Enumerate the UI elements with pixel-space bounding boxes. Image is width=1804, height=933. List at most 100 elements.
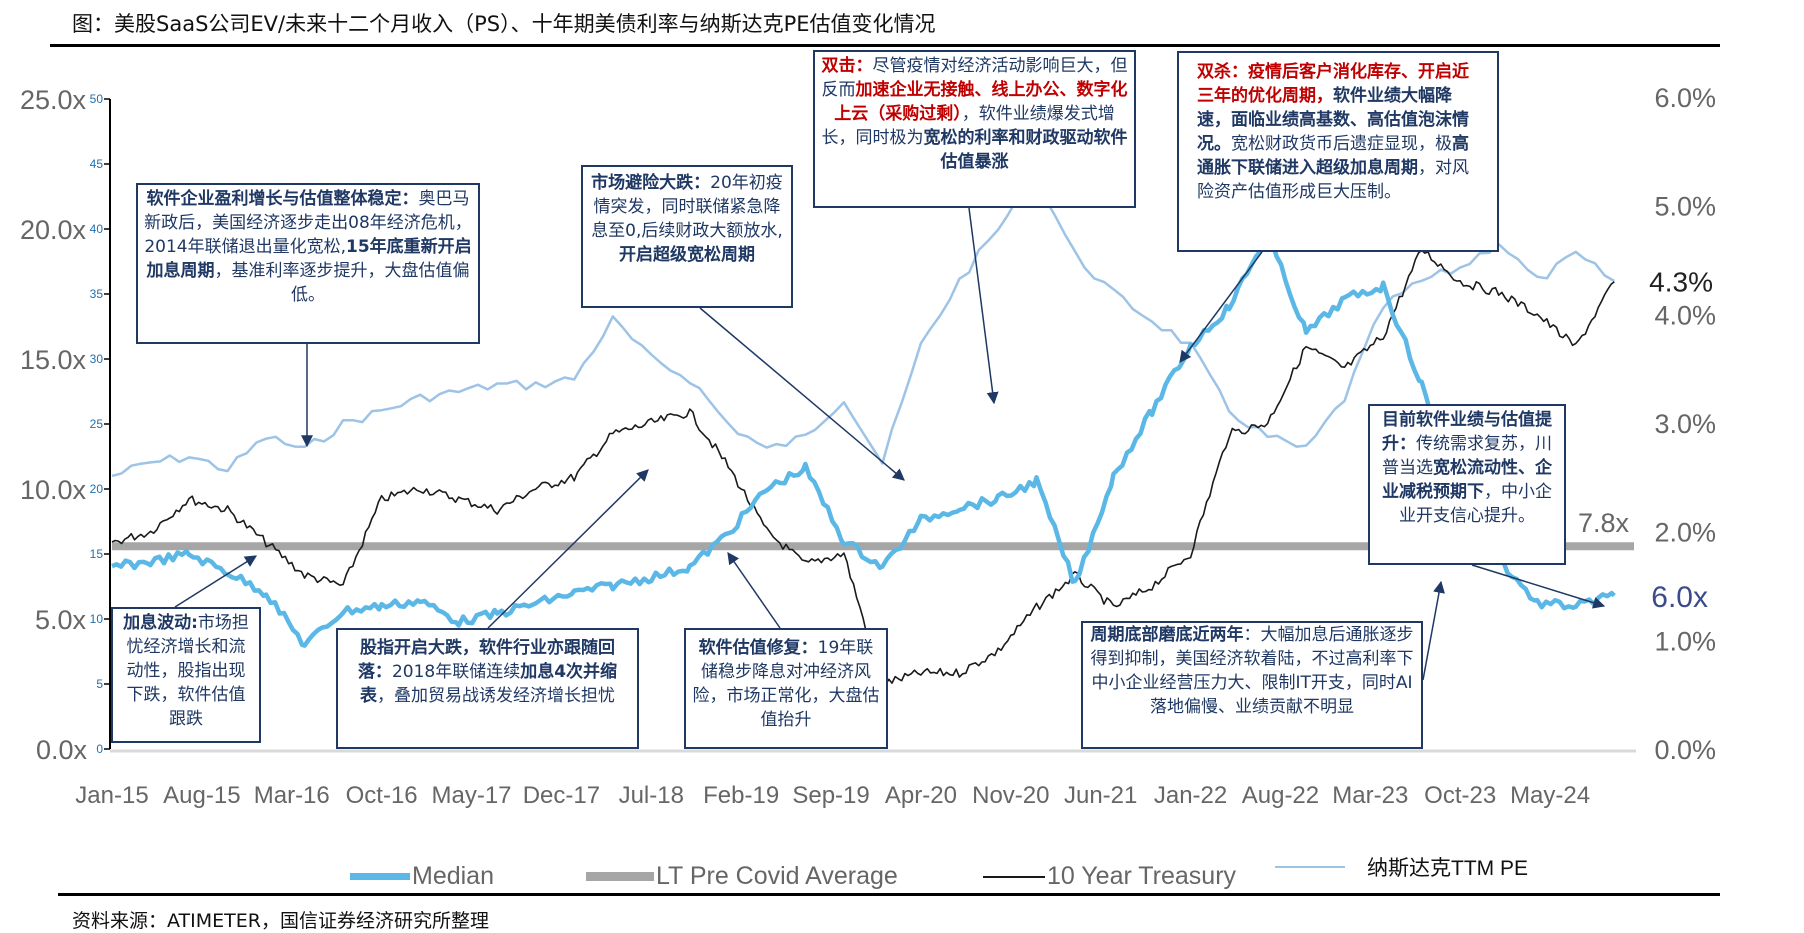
annotation-text-segment: 奥巴马新政后，美国经济逐步走出08年经济危机，2014年联储退出量化宽松,	[144, 189, 472, 257]
annotation-arrow-double-hit	[968, 207, 999, 405]
x-axis-tick-label: Jan-15	[75, 782, 148, 809]
annotation-index-fall: 股指开启大跌，软件行业亦跟随回落：2018年联储连续加息4次并缩表，叠加贸易战诱…	[336, 628, 639, 749]
annotation-text-segment: 目前软件业绩与估值提升：	[1382, 410, 1552, 454]
left-axis-tick-label: 15.0x	[20, 345, 87, 375]
x-axis-tick-label: Oct-23	[1424, 782, 1496, 809]
axes-layer	[104, 98, 1636, 753]
legend-median: Median	[350, 862, 494, 891]
middle-axis-tick-label: 40	[90, 222, 104, 236]
annotation-text-segment: 宽松财政货币后遗症显现，极	[1231, 134, 1452, 154]
legend-swatch-lt-avg	[586, 872, 654, 881]
middle-axis-tick-label: 20	[90, 482, 104, 496]
x-axis-tick-label: Oct-16	[346, 782, 418, 809]
x-axis-tick-label: Mar-16	[254, 782, 330, 809]
annotation-valuation-repair: 软件估值修复：19年联储稳步降息对冲经济风险，市场正常化，大盘估值抬升	[684, 628, 888, 749]
middle-axis-tick-label: 45	[90, 157, 104, 171]
annotation-text-segment: 20年初疫情突发，同时联储紧急降息至0,后续财政大额放水,	[591, 173, 783, 241]
annotation-text-segment: 加息波动:	[123, 613, 198, 633]
x-axis-tick-label: Aug-22	[1242, 782, 1319, 809]
legend-label-median: Median	[412, 862, 494, 890]
annotation-arrow-current	[1471, 564, 1606, 609]
middle-axis-tick-label: 10	[90, 612, 104, 626]
annotation-text-segment: ，叠加贸易战诱发经济增长担忧	[377, 686, 615, 706]
x-axis-tick-label: Nov-20	[972, 782, 1049, 809]
x-axis-tick-label: May-17	[432, 782, 512, 809]
legend-swatch-median	[350, 873, 410, 880]
annotation-text-segment: 加息4次并缩表	[360, 662, 618, 706]
source-note: 资料来源：ATIMETER，国信证券经济研究所整理	[72, 910, 489, 932]
annotation-text-segment: 15年底重新开启加息周期	[146, 237, 472, 281]
x-axis-tick-label: Jul-18	[619, 782, 684, 809]
annotation-text-segment: 高通胀下联储进入超级加息周期	[1197, 134, 1469, 178]
x-axis-tick-label: Aug-15	[163, 782, 240, 809]
figure-title: 图：美股SaaS公司EV/未来十二个月收入（PS）、十年期美债利率与纳斯达克PE…	[72, 12, 936, 36]
middle-axis-tick-label: 0	[96, 742, 103, 756]
annotation-text-segment: 软件企业盈利增长与估值整体稳定：	[146, 189, 419, 209]
left-axis-tick-label: 10.0x	[20, 475, 87, 505]
annotation-text-segment: 传统需求复苏，川普当选	[1382, 434, 1552, 478]
axis-labels: 0 5 10 15 20 25 30 35 40 45 50 0.0x 5.0x 10.0x 15.0x 20…	[20, 83, 1716, 809]
annotation-text-segment: 股指开启大跌，软件行业亦跟随回落：	[357, 638, 615, 682]
annotation-arrow-double-kill	[1179, 251, 1263, 363]
right-axis-tick-label: 5.0%	[1654, 192, 1716, 222]
middle-axis-tick-label: 15	[90, 547, 104, 561]
legend-lt-avg: LT Pre Covid Average	[586, 862, 898, 891]
right-axis-tick-label: 4.0%	[1654, 300, 1716, 330]
right-axis-tick-label: 0.0%	[1654, 735, 1716, 765]
annotation-double-kill: 双杀：疫情后客户消化库存、开启近三年的优化周期，软件业绩大幅降速，面临业绩高基数…	[1177, 51, 1499, 252]
annotation-text-segment: 周期底部磨底近两年	[1090, 625, 1244, 645]
middle-axis-tick-label: 35	[90, 287, 104, 301]
legend-label-nasdaq-pe: 纳斯达克TTM PE	[1367, 857, 1528, 880]
median-ev-ntm-revenue-line	[111, 230, 1616, 648]
treasury-end-label: 4.3%	[1649, 267, 1713, 298]
annotation-text-segment: 2018年联储连续	[391, 662, 521, 682]
annotation-text-segment: ：大幅加息后通胀逐步得到抑制，美国经济软着陆，不过高利率下中小企业经营压力大、限…	[1090, 625, 1414, 717]
annotation-arrow-valuation-repair	[727, 552, 781, 629]
legend-label-lt-avg: LT Pre Covid Average	[656, 862, 898, 890]
annotation-risk-off: 市场避险大跌：20年初疫情突发，同时联储紧急降息至0,后续财政大额放水, 开启超级…	[581, 165, 793, 308]
annotation-text-segment: 双杀：疫情后客户消化库存、开启近三年的优化周期，	[1197, 62, 1469, 106]
annotation-arrow-index-fall	[487, 469, 649, 629]
annotation-text-segment: ，基准利率逐步提升，大盘估值偏低。	[214, 261, 470, 305]
annotation-arrow-bottoming	[1422, 580, 1445, 681]
annotation-text-segment: ，中小企业开支信心提升。	[1399, 482, 1552, 526]
bottom-rule	[58, 893, 1720, 896]
annotation-text-segment: 宽松流动性、企业减税预期下	[1382, 458, 1552, 502]
annotation-text-segment: 19年联储稳步降息对冲经济风险，市场正常化，大盘估值抬升	[692, 638, 880, 730]
x-axis-tick-label: Feb-19	[703, 782, 779, 809]
middle-axis-tick-label: 50	[90, 92, 104, 106]
legend-swatch-treasury	[983, 875, 1045, 878]
x-axis-tick-label: Jan-22	[1154, 782, 1227, 809]
annotation-arrow-hike-volatility	[174, 555, 258, 608]
lt-average-end-label: 7.8x	[1578, 508, 1630, 538]
middle-axis-tick-label: 5	[96, 677, 103, 691]
annotation-text-segment: 宽松的利率和财政驱动软件估值暴涨	[923, 128, 1128, 172]
x-axis-tick-label: Jun-21	[1064, 782, 1137, 809]
legend-treasury: 10 Year Treasury	[983, 862, 1236, 891]
annotation-text-segment: 双击：	[821, 56, 873, 76]
annotation-arrow-risk-off	[699, 307, 905, 481]
annotation-arrows	[174, 207, 1606, 681]
ten-year-treasury-line	[111, 249, 1615, 688]
right-axis-tick-label: 6.0%	[1654, 83, 1716, 113]
x-axis-tick-label: Sep-19	[792, 782, 869, 809]
legend-label-treasury: 10 Year Treasury	[1047, 862, 1237, 890]
annotation-text-segment: ，软件业绩爆发式增长，同时极为	[821, 104, 1115, 148]
legend-swatch-nasdaq-pe	[1275, 866, 1345, 868]
x-axis-tick-label: May-24	[1510, 782, 1590, 809]
annotation-current: 目前软件业绩与估值提升：传统需求复苏，川普当选宽松流动性、企业减税预期下，中小企…	[1368, 404, 1566, 565]
annotation-text-segment: 加速企业无接触、线上办公、数字化上云（采购过剩）	[834, 80, 1128, 124]
x-axis-tick-label: Dec-17	[523, 782, 600, 809]
annotation-hike-volatility: 加息波动:市场担忧经济增长和流动性，股指出现下跌，软件估值跟跌	[111, 607, 261, 743]
annotation-text-segment: 市场避险大跌：	[591, 173, 711, 193]
median-end-label: 6.0x	[1651, 581, 1708, 614]
annotation-text-segment: 尽管疫情对经济活动影响巨大，但反而	[821, 56, 1128, 100]
left-axis-tick-label: 25.0x	[20, 85, 87, 115]
legend-nasdaq-pe: 纳斯达克TTM PE	[1275, 852, 1528, 882]
x-axis-tick-label: Apr-20	[885, 782, 957, 809]
middle-axis-tick-label: 30	[90, 352, 104, 366]
annotation-text-segment: 开启超级宽松周期	[619, 245, 755, 265]
x-axis-tick-label: Mar-23	[1332, 782, 1408, 809]
annotation-text-segment: ，对风险资产估值形成巨大压制。	[1197, 158, 1469, 202]
